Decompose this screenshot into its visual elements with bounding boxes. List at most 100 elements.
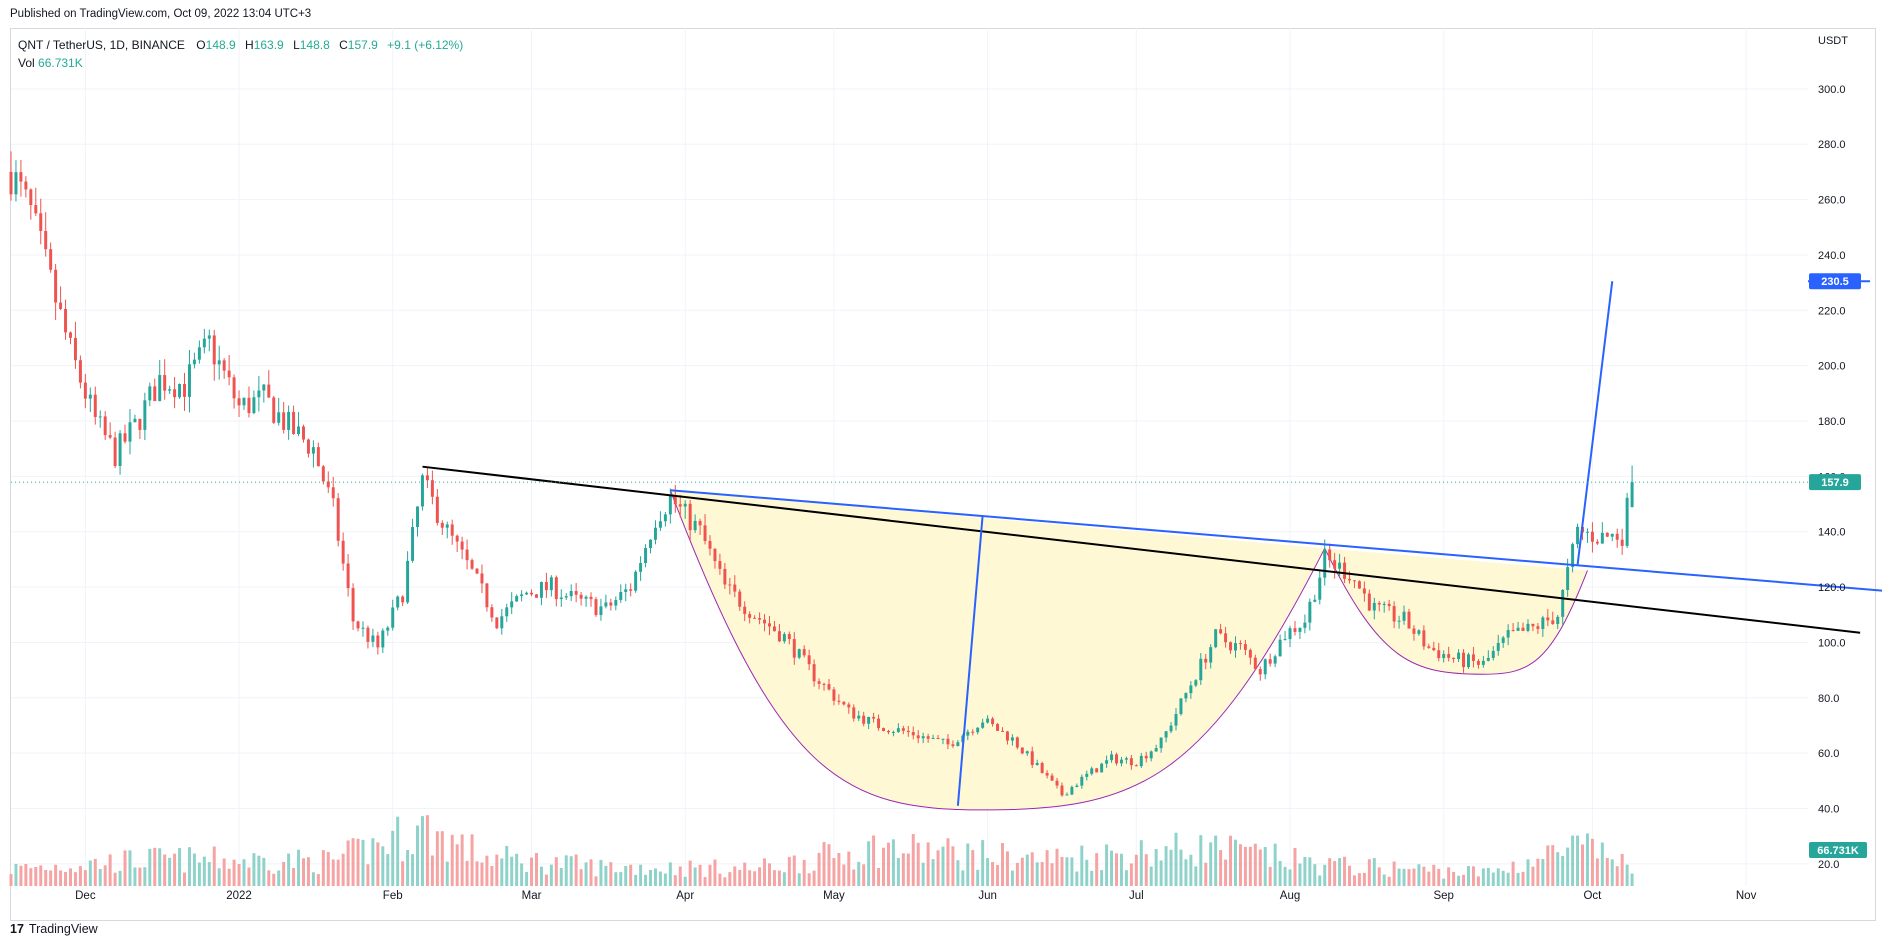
symbol-label[interactable]: QNT / TetherUS, 1D, BINANCE bbox=[18, 38, 185, 52]
candle-body bbox=[262, 384, 266, 391]
volume-bar bbox=[1199, 835, 1203, 886]
volume-bar bbox=[1457, 875, 1461, 886]
candle-body bbox=[425, 475, 429, 481]
volume-bar bbox=[148, 848, 152, 886]
candle-body bbox=[1209, 647, 1213, 663]
candle-body bbox=[1179, 698, 1183, 715]
candle-body bbox=[1293, 628, 1297, 632]
volume-bar bbox=[465, 860, 469, 886]
candle-body bbox=[663, 514, 667, 522]
candle-body bbox=[649, 539, 652, 549]
volume-bar bbox=[867, 841, 871, 886]
volume-bar bbox=[1005, 851, 1009, 886]
candle-body bbox=[639, 563, 643, 572]
candle-body bbox=[133, 418, 137, 423]
candle-body bbox=[1585, 531, 1589, 533]
volume-bar bbox=[1462, 874, 1466, 886]
volume-bar bbox=[1204, 862, 1208, 886]
volume-bar bbox=[1134, 854, 1138, 886]
volume-bar bbox=[564, 855, 568, 886]
candle-body bbox=[936, 738, 940, 740]
candle-body bbox=[886, 731, 890, 733]
volume-bar bbox=[138, 867, 142, 886]
volume-bar bbox=[634, 874, 638, 886]
volume-bar bbox=[718, 873, 722, 886]
volume-bar bbox=[1238, 844, 1242, 886]
black-trendline bbox=[422, 465, 1861, 634]
volume-bar bbox=[1407, 869, 1411, 886]
volume-bar bbox=[723, 877, 727, 886]
x-tick-label: 2022 bbox=[226, 890, 252, 902]
volume-bar bbox=[956, 860, 960, 886]
candle-body bbox=[1372, 602, 1376, 611]
volume-bar bbox=[311, 872, 315, 886]
candle-body bbox=[589, 596, 593, 600]
volume-bar bbox=[34, 867, 38, 886]
volume-bar bbox=[713, 859, 717, 886]
candle-body bbox=[723, 568, 727, 585]
volume-bar bbox=[1561, 856, 1565, 886]
candle-body bbox=[420, 475, 424, 507]
candle-body bbox=[1095, 768, 1099, 773]
candle-body bbox=[212, 335, 216, 365]
last-price-tag: 157.9 bbox=[1821, 477, 1849, 489]
volume-bar bbox=[1273, 843, 1277, 886]
volume-bar bbox=[1333, 861, 1337, 886]
candle-body bbox=[83, 382, 87, 399]
volume-bar bbox=[391, 830, 395, 886]
candle-body bbox=[1258, 669, 1262, 675]
volume-bar bbox=[862, 864, 866, 886]
volume-bar bbox=[351, 838, 355, 886]
candle-body bbox=[44, 230, 48, 250]
volume-bar bbox=[1194, 866, 1198, 886]
volume-bar bbox=[1229, 835, 1233, 886]
candle-body bbox=[173, 389, 177, 398]
candle-body bbox=[733, 584, 737, 592]
volume-bar bbox=[9, 874, 13, 886]
volume-bar bbox=[287, 853, 291, 886]
candle-body bbox=[1184, 693, 1188, 699]
candle-body bbox=[232, 377, 236, 399]
candle-body bbox=[168, 389, 172, 391]
volume-bar bbox=[1174, 832, 1178, 886]
candle-body bbox=[1229, 642, 1233, 651]
open-label: O bbox=[196, 38, 206, 52]
volume-bar bbox=[544, 874, 548, 886]
volume-bar bbox=[594, 876, 598, 886]
candle-body bbox=[1595, 541, 1599, 544]
volume-bar bbox=[653, 868, 657, 886]
volume-bar bbox=[1115, 853, 1118, 886]
footer-brand[interactable]: 17 TradingView bbox=[10, 922, 98, 942]
candle-body bbox=[1625, 497, 1629, 546]
y-tick-label: 80.0 bbox=[1818, 693, 1839, 705]
candle-body bbox=[1392, 606, 1396, 622]
volume-bar bbox=[882, 847, 885, 886]
volume-bar bbox=[535, 853, 538, 886]
candle-body bbox=[579, 594, 583, 599]
volume-bar bbox=[1348, 865, 1351, 886]
candle-body bbox=[1546, 617, 1550, 621]
candle-body bbox=[1442, 654, 1446, 659]
volume-bar bbox=[257, 855, 261, 886]
candle-body bbox=[619, 591, 623, 601]
volume-bar bbox=[668, 862, 672, 886]
candle-body bbox=[1620, 539, 1624, 546]
y-tick-label: 220.0 bbox=[1818, 305, 1846, 317]
last-price-tag-bg bbox=[1809, 474, 1861, 491]
candle-body bbox=[197, 347, 201, 360]
volume-bar bbox=[440, 831, 444, 886]
candle-body bbox=[14, 172, 18, 195]
chart-frame[interactable] bbox=[10, 28, 1876, 921]
candle-body bbox=[1283, 639, 1287, 641]
volume-bar bbox=[941, 846, 945, 886]
candle-body bbox=[480, 573, 484, 584]
candle-body bbox=[391, 607, 395, 628]
volume-bar bbox=[663, 873, 667, 886]
x-tick-label: Mar bbox=[522, 890, 542, 902]
volume-bar bbox=[158, 848, 162, 886]
candle-body bbox=[416, 506, 419, 528]
candle-body bbox=[163, 375, 167, 391]
candle-body bbox=[941, 738, 945, 740]
volume-bar bbox=[1060, 856, 1064, 886]
